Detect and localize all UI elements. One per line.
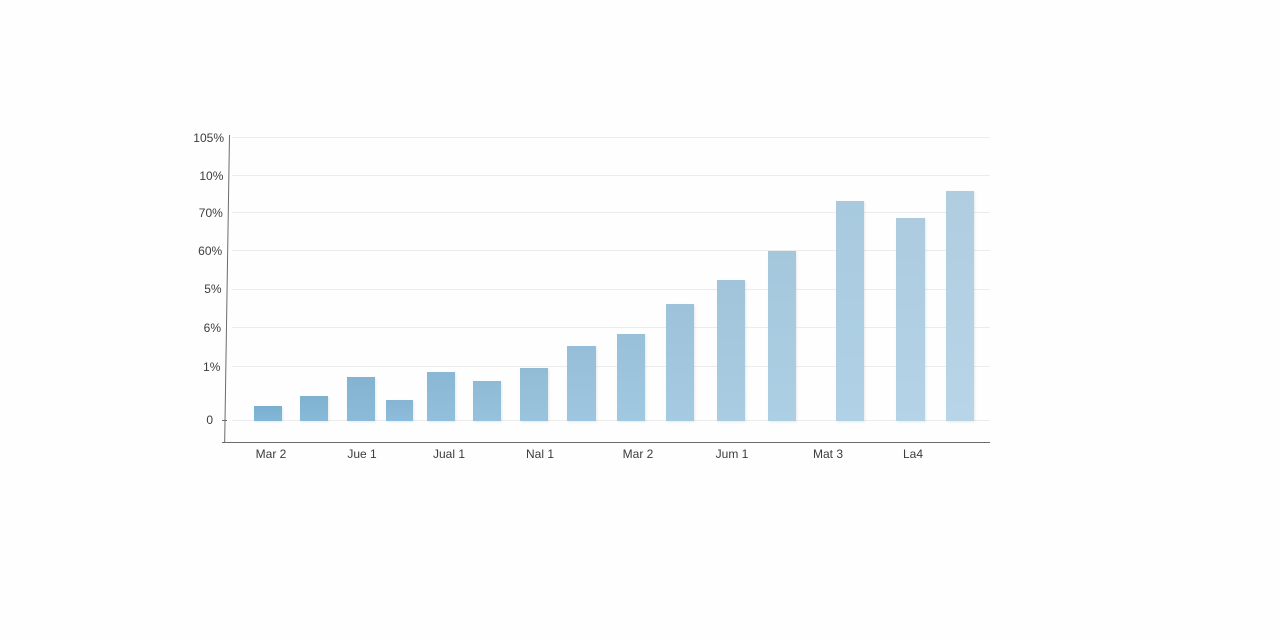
x-tick-label: Jue 1 [347,447,377,461]
gridline [232,327,990,328]
x-tick-label: Jum 1 [715,447,749,461]
y-tick-label: 60% [198,244,223,258]
bar [473,381,501,421]
gridline [232,250,990,251]
x-tick-label: Mar 2 [622,447,654,461]
y-axis-line [224,135,230,443]
x-axis-line [222,442,990,443]
y-tick-label: 1% [203,360,221,374]
bar [896,218,925,421]
bar [520,367,548,421]
bar [300,395,328,421]
bar [617,333,645,421]
x-tick-label: La4 [902,447,924,461]
x-tick-label: Mar 2 [255,447,287,461]
gridline [232,289,990,290]
y-tick-label: 10% [199,169,224,183]
bar [254,405,282,421]
x-tick-label: Nal 1 [525,447,555,461]
bar [347,377,375,421]
y-tick-label: 0 [206,413,213,427]
gridline [232,175,990,176]
y-tick-label: 5% [204,282,222,296]
bar [836,201,864,421]
gridline [232,366,990,367]
bar [946,191,974,421]
bar [427,371,455,421]
bar [717,280,745,421]
gridline [232,137,990,138]
bar [386,399,413,421]
zero-tick-mark [222,420,227,421]
gridline [232,212,990,213]
bar [567,346,596,421]
y-tick-label: 70% [198,206,223,220]
y-tick-label: 6% [203,321,221,335]
gridline [232,420,990,421]
x-tick-label: Jual 1 [432,447,466,461]
y-tick-label: 105% [193,131,224,145]
x-tick-label: Mat 3 [812,447,844,461]
bar [666,304,694,421]
bar [768,250,796,421]
